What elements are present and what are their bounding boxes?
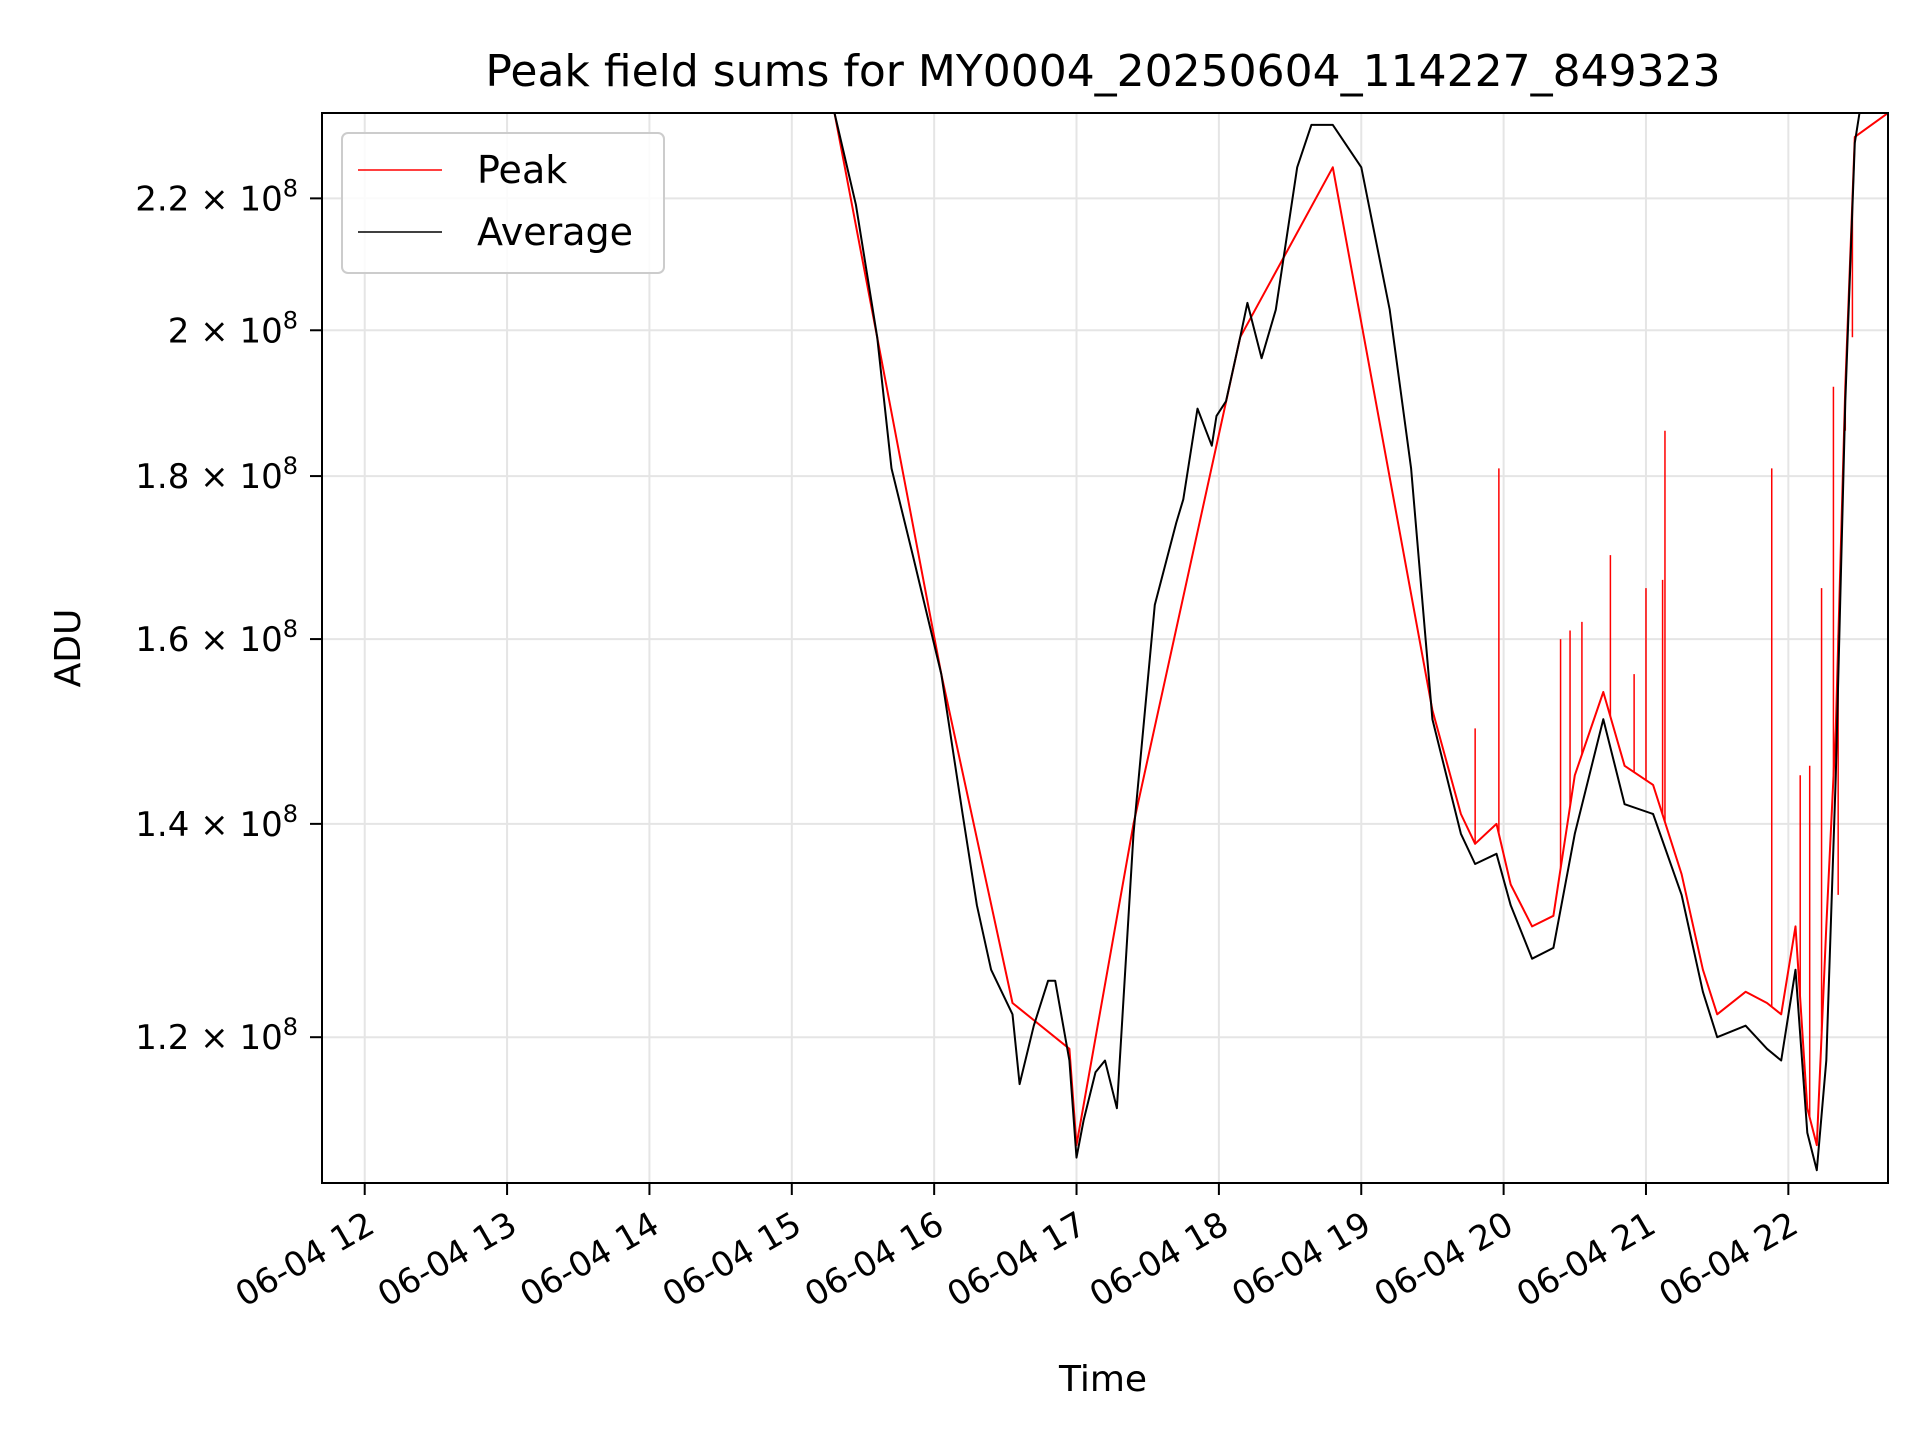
y-axis-label: ADU — [48, 609, 89, 688]
y-tick-label: 2 × 108 — [168, 306, 298, 351]
legend: Peak Average — [341, 132, 665, 274]
y-tick-label: 1.4 × 108 — [135, 800, 298, 845]
series-layer — [322, 113, 1888, 1172]
y-tick-label: 1.2 × 108 — [135, 1013, 298, 1058]
y-tick-label: 2.2 × 108 — [135, 174, 298, 219]
y-tick-label: 1.8 × 108 — [135, 452, 298, 497]
chart-title: Peak field sums for MY0004_20250604_1142… — [485, 46, 1720, 97]
legend-label-average: Average — [477, 210, 633, 254]
y-tick-label: 1.6 × 108 — [135, 615, 298, 660]
legend-box — [341, 132, 665, 274]
x-axis-label: Time — [1058, 1359, 1147, 1400]
series-line-average — [322, 113, 1888, 1172]
legend-label-peak: Peak — [477, 148, 567, 192]
plot-frame — [321, 112, 1889, 1184]
series-line-peak — [322, 113, 1888, 1147]
y-axis: 1.2 × 108 1.4 × 108 1.6 × 108 1.8 × 108 2 × … — [135, 174, 322, 1058]
